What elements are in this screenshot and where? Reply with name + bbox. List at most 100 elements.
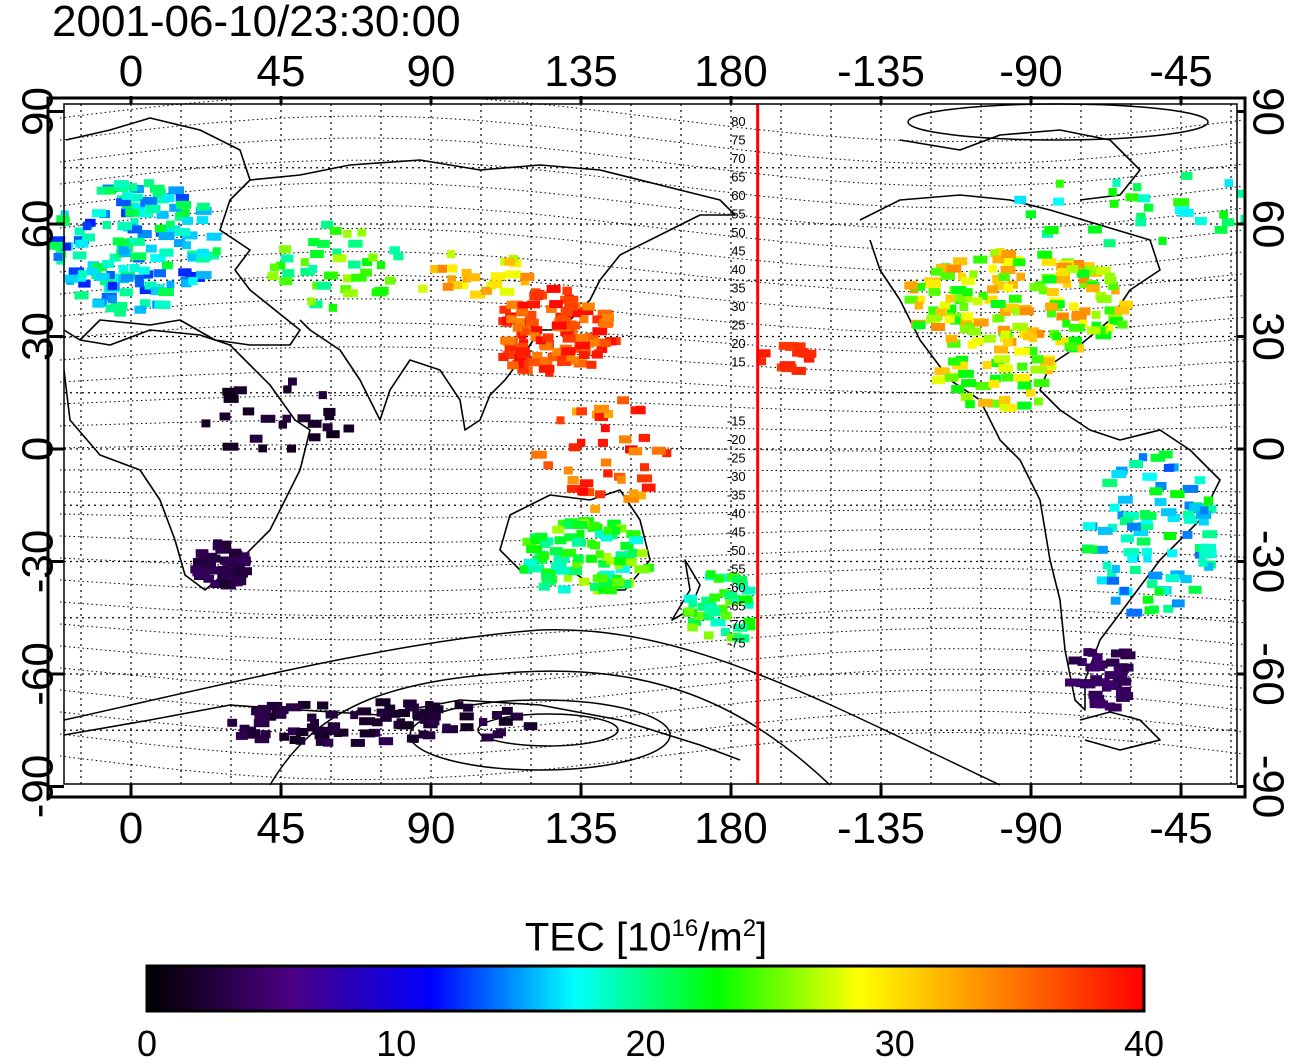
tec-cell [290, 736, 301, 744]
tec-cell [596, 550, 604, 558]
tec-cell [575, 341, 590, 349]
tec-cell [500, 337, 515, 345]
tec-cell [1199, 559, 1208, 567]
tec-cell [1183, 485, 1199, 493]
tec-cell [301, 258, 309, 266]
tec-cell [1013, 308, 1021, 316]
tec-cell [1098, 527, 1113, 535]
tec-cell [1112, 565, 1120, 573]
tec-cell [526, 319, 539, 327]
tec-cell [1017, 402, 1031, 410]
tec-cell [945, 315, 955, 323]
contour-label: 70 [731, 151, 745, 166]
tec-cell [155, 225, 166, 233]
tec-cell [781, 364, 796, 372]
contour-label: 20 [731, 336, 745, 351]
tec-cell [684, 607, 694, 615]
top-axis-tick-label: 90 [407, 47, 456, 96]
bottom-axis-tick-label: 90 [407, 804, 456, 853]
tec-cell [572, 521, 587, 529]
mag-contour [60, 183, 1245, 230]
mag-contour [60, 205, 1245, 250]
contour-label: -50 [727, 543, 746, 558]
tec-cell [562, 287, 572, 295]
tec-cell [94, 273, 109, 281]
colorbar-tick-label: 20 [625, 1024, 665, 1064]
tec-cell [139, 267, 150, 275]
tec-cell [288, 378, 297, 386]
tec-cell [1067, 265, 1079, 273]
tec-cell [1065, 679, 1081, 687]
tec-cell [358, 707, 372, 715]
tec-cell [1225, 179, 1234, 187]
tec-cell [54, 253, 63, 261]
tec-cell [102, 260, 114, 268]
tec-cell [598, 439, 608, 447]
tec-cell [1107, 577, 1119, 585]
tec-cell [159, 232, 175, 240]
tec-cell [573, 538, 583, 546]
tec-cell [617, 476, 625, 484]
mag-contour [60, 469, 1245, 471]
bottom-axis-tick-label: -90 [999, 804, 1063, 853]
coastline [250, 160, 735, 430]
tec-cell [125, 209, 139, 217]
map-plot-area: 8075706560555045403530252015-15-20-25-30… [48, 95, 1256, 786]
tec-cell [348, 240, 362, 248]
tec-cell [499, 718, 513, 726]
tec-cell [587, 361, 597, 369]
tec-cell [555, 536, 567, 544]
tec-cell [229, 549, 241, 557]
tec-cell [1112, 179, 1120, 187]
tec-cell [636, 406, 645, 414]
tec-cell [398, 709, 410, 717]
tec-cell [948, 358, 960, 366]
tec-cell [267, 272, 278, 280]
tec-cell [1111, 470, 1126, 478]
tec-cell [1103, 562, 1111, 570]
tec-cell [564, 303, 578, 311]
tec-cell [166, 221, 175, 229]
tec-cell [1142, 548, 1152, 556]
tec-cell [1173, 198, 1189, 206]
tec-cell [1167, 549, 1177, 557]
tec-cell [561, 347, 575, 355]
mag-contour [60, 608, 1245, 640]
tec-cell [962, 288, 973, 296]
tec-cell [75, 240, 88, 248]
tec-cell [1029, 283, 1045, 291]
tec-cell [531, 451, 547, 459]
tec-cell [326, 430, 340, 438]
tec-cell [1200, 507, 1208, 515]
tec-cell [134, 306, 146, 314]
tec-cell [350, 711, 358, 719]
tec-cell [904, 282, 917, 290]
tec-cell [1031, 355, 1043, 363]
tec-cell [592, 327, 607, 335]
tec-cell [1001, 266, 1016, 274]
tec-cell [1069, 324, 1085, 332]
tec-cell [196, 271, 212, 279]
tec-cell [1158, 237, 1166, 245]
bottom-axis-tick-label: 0 [119, 804, 143, 853]
mag-contour [60, 420, 1245, 432]
tec-cell [438, 265, 447, 273]
top-axis-tick-label: 135 [544, 47, 617, 96]
tec-cell [961, 379, 976, 387]
tec-cell [467, 273, 480, 281]
tec-cell [219, 580, 231, 588]
tec-cell [999, 396, 1011, 404]
tec-cell [504, 258, 515, 266]
tec-cell [239, 567, 252, 575]
tec-cell [103, 221, 112, 229]
colorbar-label-unit: /m [698, 915, 742, 959]
tec-cell [207, 233, 222, 241]
tec-cell [1120, 587, 1129, 595]
right-axis-tick-label: -60 [1244, 642, 1292, 706]
tec-cell [1065, 343, 1077, 351]
tec-cell [529, 292, 543, 300]
tec-cell [312, 727, 325, 735]
tec-cell [168, 186, 184, 194]
tec-cell [310, 250, 324, 258]
